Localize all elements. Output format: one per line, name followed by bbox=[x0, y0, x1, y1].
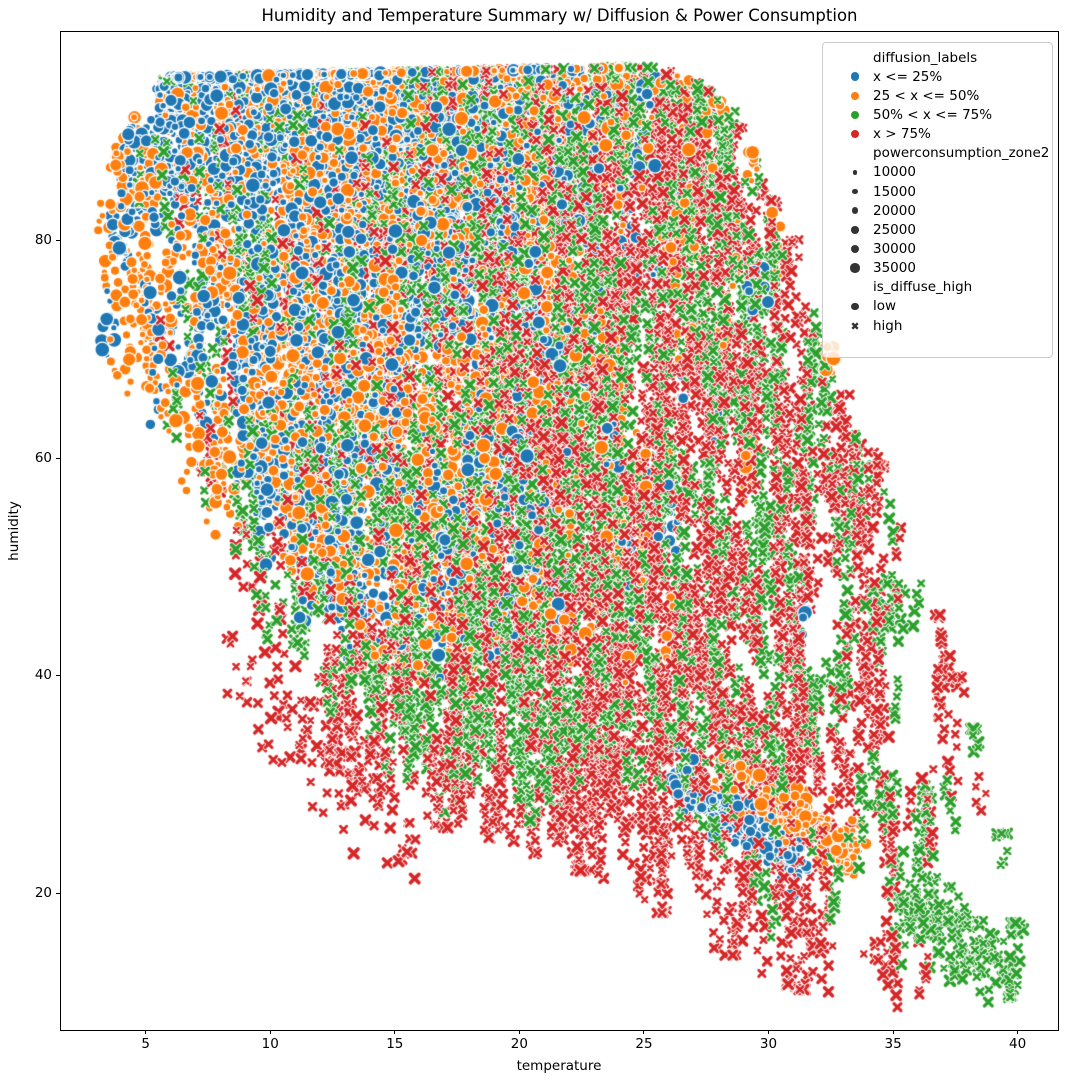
x-tick-label: 30 bbox=[759, 1036, 778, 1052]
legend-hue-item-label: 50% < x <= 75% bbox=[873, 106, 993, 123]
x-tick-mark bbox=[394, 1030, 396, 1034]
x-tick-mark bbox=[145, 1030, 147, 1034]
legend-size-item-label: 35000 bbox=[873, 260, 916, 277]
legend-marker-cell bbox=[837, 72, 873, 81]
legend-style-item-label: high bbox=[873, 317, 903, 334]
legend-size-item-label: 15000 bbox=[873, 183, 916, 200]
legend-hue-title: diffusion_labels bbox=[823, 48, 1052, 67]
x-tick-mark bbox=[1017, 1030, 1019, 1034]
legend-marker-cell bbox=[837, 302, 873, 311]
legend-size-item: 20000 bbox=[823, 201, 1052, 220]
circle-marker-icon bbox=[851, 302, 859, 311]
legend-marker-cell bbox=[837, 170, 873, 175]
circle-marker-icon bbox=[850, 129, 860, 139]
legend-size-item: 35000 bbox=[823, 259, 1052, 278]
y-axis-label: humidity bbox=[6, 501, 22, 561]
legend-style-title: is_diffuse_high bbox=[823, 278, 1052, 297]
legend-hue-title-label: diffusion_labels bbox=[873, 49, 978, 66]
circle-marker-icon bbox=[852, 188, 858, 195]
y-tick-mark bbox=[56, 675, 60, 677]
legend-marker-cell bbox=[837, 110, 873, 120]
legend-hue-item: 25 < x <= 50% bbox=[823, 86, 1052, 105]
x-tick-label: 35 bbox=[884, 1036, 902, 1052]
circle-marker-icon bbox=[850, 110, 860, 120]
legend-hue-item: x <= 25% bbox=[823, 67, 1052, 86]
x-tick-mark bbox=[518, 1030, 520, 1034]
x-axis-label: temperature bbox=[516, 1058, 602, 1074]
x-tick-label: 5 bbox=[141, 1036, 150, 1052]
legend-style-item-label: low bbox=[873, 298, 897, 315]
circle-marker-icon bbox=[850, 244, 860, 254]
chart-title: Humidity and Temperature Summary w/ Diff… bbox=[261, 6, 858, 25]
legend-style-item: high bbox=[823, 316, 1052, 335]
circle-marker-icon bbox=[852, 170, 858, 175]
circle-marker-icon bbox=[851, 207, 859, 215]
legend-hue-item-label: 25 < x <= 50% bbox=[873, 87, 980, 104]
legend-size-item: 15000 bbox=[823, 182, 1052, 201]
x-tick-label: 10 bbox=[261, 1036, 279, 1052]
x-tick-mark bbox=[643, 1030, 645, 1034]
y-tick-mark bbox=[56, 892, 60, 894]
legend-marker-cell bbox=[837, 207, 873, 215]
legend-style-title-label: is_diffuse_high bbox=[873, 279, 973, 296]
y-tick-mark bbox=[56, 457, 60, 459]
legend-hue-item: x > 75% bbox=[823, 125, 1052, 144]
y-tick-mark bbox=[56, 240, 60, 242]
y-tick-label: 60 bbox=[34, 449, 52, 466]
x-tick-label: 20 bbox=[510, 1036, 528, 1052]
legend-marker-cell bbox=[837, 188, 873, 195]
legend-size-item: 25000 bbox=[823, 220, 1052, 239]
legend-hue-item-label: x <= 25% bbox=[873, 68, 943, 85]
legend-style-item: low bbox=[823, 297, 1052, 316]
x-tick-label: 40 bbox=[1009, 1036, 1027, 1052]
legend-marker-cell bbox=[837, 263, 873, 273]
legend-size-item-label: 10000 bbox=[873, 164, 916, 181]
y-tick-label: 20 bbox=[34, 884, 52, 901]
legend-marker-cell bbox=[837, 226, 873, 234]
x-tick-label: 25 bbox=[635, 1036, 653, 1052]
legend-size-item-label: 20000 bbox=[873, 202, 916, 219]
legend-marker-cell bbox=[837, 321, 873, 330]
legend-size-title: powerconsumption_zone2 bbox=[823, 144, 1052, 163]
x-marker-icon bbox=[851, 321, 859, 330]
circle-marker-icon bbox=[850, 72, 860, 81]
x-tick-mark bbox=[892, 1030, 894, 1034]
legend-hue-item-label: x > 75% bbox=[873, 126, 931, 143]
legend-marker-cell bbox=[837, 244, 873, 254]
x-tick-mark bbox=[768, 1030, 770, 1034]
y-tick-label: 80 bbox=[34, 232, 52, 249]
x-tick-label: 15 bbox=[386, 1036, 404, 1052]
legend-marker-cell bbox=[837, 91, 873, 101]
circle-marker-icon bbox=[851, 226, 859, 234]
legend-size-item: 30000 bbox=[823, 239, 1052, 258]
circle-marker-icon bbox=[850, 91, 860, 101]
legend-size-title-label: powerconsumption_zone2 bbox=[873, 145, 1050, 162]
legend-size-item: 10000 bbox=[823, 163, 1052, 182]
circle-marker-icon bbox=[850, 263, 860, 273]
x-tick-mark bbox=[269, 1030, 271, 1034]
legend-marker-cell bbox=[837, 129, 873, 139]
legend-hue-item: 50% < x <= 75% bbox=[823, 105, 1052, 124]
y-tick-label: 40 bbox=[34, 667, 52, 684]
legend-size-item-label: 25000 bbox=[873, 221, 916, 238]
legend-size-item-label: 30000 bbox=[873, 240, 916, 257]
